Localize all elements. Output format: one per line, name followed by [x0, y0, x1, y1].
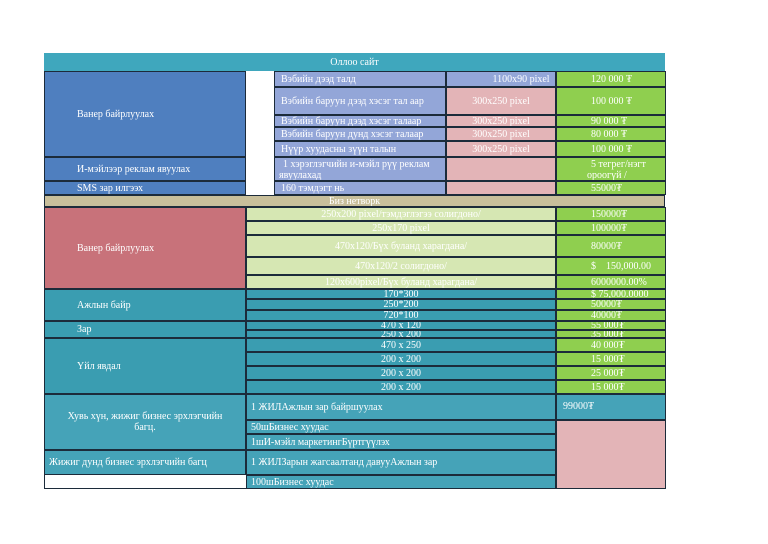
s1-place-4: Нүүр хуудасны зүүн талын — [274, 141, 446, 157]
zar-price-0: 55 000₮ — [556, 321, 666, 330]
sms-label: SMS зар илгээх — [44, 181, 246, 195]
ajil-price-0: $ 75,000.0000 — [556, 289, 666, 299]
s1-size-3: 300x250 pixel — [446, 127, 556, 141]
sms-size — [446, 181, 556, 195]
yil-size-0: 470 x 250 — [246, 338, 556, 352]
s1-size-1: 300x250 pixel — [446, 87, 556, 115]
yil-size-3: 200 x 200 — [246, 380, 556, 394]
package1-item-0: 1 ЖИЛАжлын зар байршуулах — [246, 394, 556, 420]
sms-place: 160 тэмдэгт нь — [274, 181, 446, 195]
email-place-line1: 1 хэрэглэгчийн и-мэйл рүү реклам — [283, 159, 430, 170]
s1-size-0: 1100x90 pixel — [446, 71, 556, 87]
package1-label-line1: Хувь хүн, жижиг бизнес эрхлэгчийн — [67, 411, 223, 422]
yil-size-1: 200 x 200 — [246, 352, 556, 366]
s1-place-2: Вэбийн баруун дээд хэсэг талаар — [274, 115, 446, 127]
s1-place-3: Вэбийн баруун дунд хэсэг талаар — [274, 127, 446, 141]
s2-price-1: 100000₮ — [556, 221, 666, 235]
banner-label-1: Ванер байрлуулах — [44, 71, 246, 157]
ajil-price-2: 40000₮ — [556, 310, 666, 321]
ajil-size-2: 720*100 — [246, 310, 556, 321]
yil-price-3: 15 000₮ — [556, 380, 666, 394]
email-place-line2: явуулахад — [279, 170, 322, 181]
s1-size-2: 300x250 pixel — [446, 115, 556, 127]
s1-price-3: 80 000 ₮ — [556, 127, 666, 141]
package1-label: Хувь хүн, жижиг бизнес эрхлэгчийн багц. — [44, 394, 246, 450]
s2-desc-0: 250x200 pixel/тэмдэглэгээ солигдоно/ — [246, 207, 556, 221]
sms-price: 55000₮ — [556, 181, 666, 195]
s1-place-0: Вэбийн дээд талд — [274, 71, 446, 87]
ajil-price-1: 50000₮ — [556, 299, 666, 310]
email-price: 5 тегрег/нэгт ороогүй / — [556, 157, 666, 181]
sheet-title: Оллоо сайт — [44, 53, 665, 71]
s2-price-0: 150000₮ — [556, 207, 666, 221]
s1-price-2: 90 000 ₮ — [556, 115, 666, 127]
email-size — [446, 157, 556, 181]
ajil-size-1: 250*200 — [246, 299, 556, 310]
package1-item-1: 50шБизнес хуудас — [246, 420, 556, 434]
s2-price-3: $ 150,000.00 — [556, 257, 666, 275]
s1-price-0: 120 000 ₮ — [556, 71, 666, 87]
s2-desc-2: 470x120/Бүх буланд харагдана/ — [246, 235, 556, 257]
package1-item-2: 1шИ-мэйл маркетингБүртгүүлэх — [246, 434, 556, 450]
yil-price-0: 40 000₮ — [556, 338, 666, 352]
yil-label: Үйл явдал — [44, 338, 246, 394]
s1-price-1: 100 000 ₮ — [556, 87, 666, 115]
s1-place-1: Вэбийн баруун дээд хэсэг тал аар — [274, 87, 446, 115]
zar-label: Зар — [44, 321, 246, 338]
s2-price-3-value: 150,000.00 — [606, 260, 651, 272]
package1-label-line2: багц. — [134, 422, 156, 433]
package1-price: 99000₮ — [556, 394, 666, 420]
s1-price-4: 100 000 ₮ — [556, 141, 666, 157]
s2-desc-1: 250x170 pixel — [246, 221, 556, 235]
yil-size-2: 200 x 200 — [246, 366, 556, 380]
yil-price-2: 25 000₮ — [556, 366, 666, 380]
email-label: И-мэйлээр реклам явуулах — [44, 157, 246, 181]
s2-price-4: 6000000.00% — [556, 275, 666, 289]
package2-label: Жижиг дунд бизнес эрхлэгчийн багц — [44, 450, 246, 475]
s2-desc-4: 120x600pixel/Бүх буланд харагдана/ — [246, 275, 556, 289]
package2-left-empty — [44, 475, 246, 489]
s2-price-3-symbol: $ — [591, 260, 596, 272]
network-title: Биз нетворк — [44, 195, 665, 207]
ajil-size-0: 170*300 — [246, 289, 556, 299]
package2-item-0: 1 ЖИЛЗарын жагсаалтанд давууАжлын зар — [246, 450, 556, 475]
zar-size-1: 250 x 200 — [246, 330, 556, 338]
package-price-empty — [556, 420, 666, 489]
zar-price-1: 35 000₮ — [556, 330, 666, 338]
ajil-label: Ажлын байр — [44, 289, 246, 321]
yil-price-1: 15 000₮ — [556, 352, 666, 366]
package2-item-1: 100шБизнес хуудас — [246, 475, 556, 489]
zar-size-0: 470 x 120 — [246, 321, 556, 330]
email-price-line2: ороогүй / — [587, 170, 627, 181]
banner-label-2: Ванер байрлуулах — [44, 207, 246, 289]
s2-price-2: 80000₮ — [556, 235, 666, 257]
email-place: 1 хэрэглэгчийн и-мэйл рүү реклам явуулах… — [274, 157, 446, 181]
s2-desc-3: 470x120/2 солигдоно/ — [246, 257, 556, 275]
email-price-line1: 5 тегрег/нэгт — [591, 159, 646, 170]
s1-size-4: 300x250 pixel — [446, 141, 556, 157]
